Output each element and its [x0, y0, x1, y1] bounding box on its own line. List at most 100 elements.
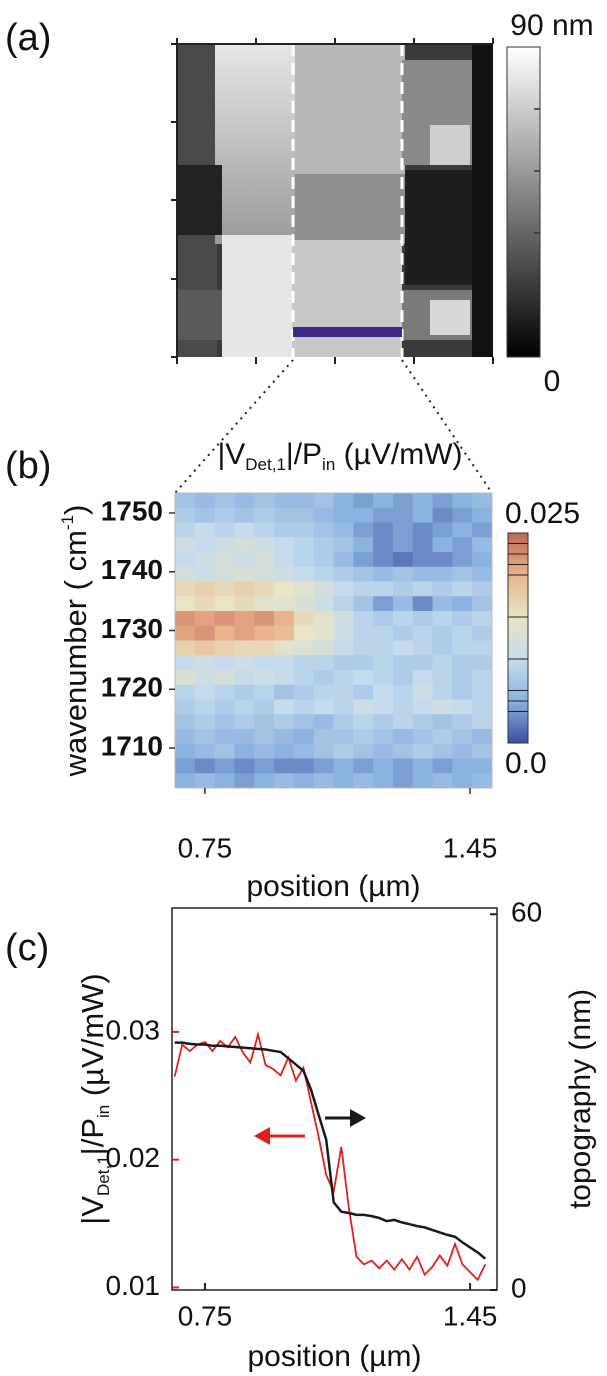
- label-part: -1: [58, 515, 77, 530]
- heatmap-cell: [452, 743, 473, 759]
- heatmap-cell: [392, 552, 414, 568]
- heatmap-cell: [313, 743, 334, 759]
- heatmap-cell: [274, 699, 295, 715]
- heatmap-cell: [313, 625, 334, 641]
- heatmap-cell: [254, 684, 275, 700]
- heatmap-cell: [472, 714, 493, 730]
- heatmap-cell: [293, 773, 315, 789]
- heatmap-cell: [214, 670, 235, 686]
- heatmap-cell: [452, 566, 473, 582]
- label-part: (µV/mW): [75, 973, 110, 1105]
- heatmap-cell: [452, 552, 473, 568]
- panel-label: (b): [5, 445, 51, 487]
- heatmap-cell: [392, 729, 414, 745]
- heatmap-cell: [392, 670, 414, 686]
- heatmap-cell: [452, 640, 473, 656]
- heatmap-cell: [234, 537, 255, 553]
- heatmap-cell: [254, 507, 275, 523]
- heatmap-cell: [293, 714, 315, 730]
- heatmap-cell: [472, 566, 493, 582]
- heatmap-cell: [194, 714, 216, 730]
- heatmap-cell: [412, 552, 434, 568]
- heatmap-cell: [293, 655, 315, 671]
- heatmap-cell: [293, 522, 315, 538]
- heatmap-cell: [313, 507, 334, 523]
- heatmap-cell: [373, 714, 394, 730]
- heatmap-cell: [432, 566, 453, 582]
- heatmap-cell: [254, 699, 275, 715]
- heatmap-cell: [412, 714, 434, 730]
- heatmap-cell: [214, 699, 235, 715]
- heatmap-cell: [293, 552, 315, 568]
- heatmap-cell: [175, 729, 196, 745]
- heatmap-cell: [392, 743, 414, 759]
- heatmap-cell: [432, 507, 453, 523]
- heatmap-cell: [175, 655, 196, 671]
- heatmap-cell: [432, 743, 453, 759]
- heatmap-cell: [214, 566, 235, 582]
- heatmap-cell: [333, 670, 354, 686]
- heatmap-cell: [353, 566, 374, 582]
- heatmap-cell: [254, 625, 275, 641]
- heatmap-cell: [472, 581, 493, 597]
- heatmap-cell: [214, 611, 235, 627]
- heatmap-cell: [254, 758, 275, 774]
- heatmap-cell: [412, 522, 434, 538]
- heatmap-cell: [353, 684, 374, 700]
- heatmap-cell: [392, 596, 414, 612]
- heatmap-cell: [412, 581, 434, 597]
- heatmap-cell: [214, 493, 235, 509]
- label-part: |V: [217, 438, 245, 471]
- heatmap-cell: [472, 522, 493, 538]
- heatmap-cell: [373, 596, 394, 612]
- heatmap-cell: [254, 552, 275, 568]
- heatmap-cell: [432, 581, 453, 597]
- heatmap-cell: [254, 581, 275, 597]
- heatmap-cell: [254, 537, 275, 553]
- heatmap-cell: [373, 552, 394, 568]
- heatmap-cell: [234, 611, 255, 627]
- heatmap-cell: [353, 507, 374, 523]
- heatmap-cell: [214, 714, 235, 730]
- heatmap-cell: [392, 611, 414, 627]
- heatmap-cell: [175, 684, 196, 700]
- heatmap-cell: [194, 507, 216, 523]
- heatmap-cell: [333, 611, 354, 627]
- heatmap-cell: [392, 507, 414, 523]
- heatmap-cell: [293, 596, 315, 612]
- heatmap-cell: [452, 773, 473, 789]
- heatmap-cell: [194, 655, 216, 671]
- heatmap-cell: [452, 758, 473, 774]
- heatmap-cell: [333, 581, 354, 597]
- heatmap-cell: [432, 773, 453, 789]
- label-part: in: [94, 1105, 113, 1118]
- plot-frame: [171, 907, 498, 1291]
- heatmap-cell: [214, 552, 235, 568]
- heatmap-cell: [175, 596, 196, 612]
- heatmap-cell: [293, 507, 315, 523]
- heatmap-cell: [392, 581, 414, 597]
- heatmap-cell: [274, 670, 295, 686]
- heatmap-cell: [194, 552, 216, 568]
- heatmap-cell: [175, 507, 196, 523]
- heatmap-cell: [194, 743, 216, 759]
- heatmap-cell: [333, 699, 354, 715]
- data-line: [174, 1041, 487, 1260]
- heatmap-cell: [353, 537, 374, 553]
- heatmap-cell: [214, 684, 235, 700]
- heatmap-cell: [194, 566, 216, 582]
- heatmap-cell: [472, 758, 493, 774]
- heatmap-cell: [313, 566, 334, 582]
- heatmap-cell: [392, 655, 414, 671]
- heatmap-cell: [373, 611, 394, 627]
- heatmap-cell: [373, 758, 394, 774]
- heatmap-cell: [274, 522, 295, 538]
- heatmap-cell: [175, 566, 196, 582]
- colorbar-tick-label: 0.025: [505, 497, 580, 530]
- heatmap-cell: [432, 611, 453, 627]
- heatmap-cell: [175, 699, 196, 715]
- heatmap-cell: [432, 714, 453, 730]
- heatmap-cell: [373, 670, 394, 686]
- heatmap-cell: [254, 611, 275, 627]
